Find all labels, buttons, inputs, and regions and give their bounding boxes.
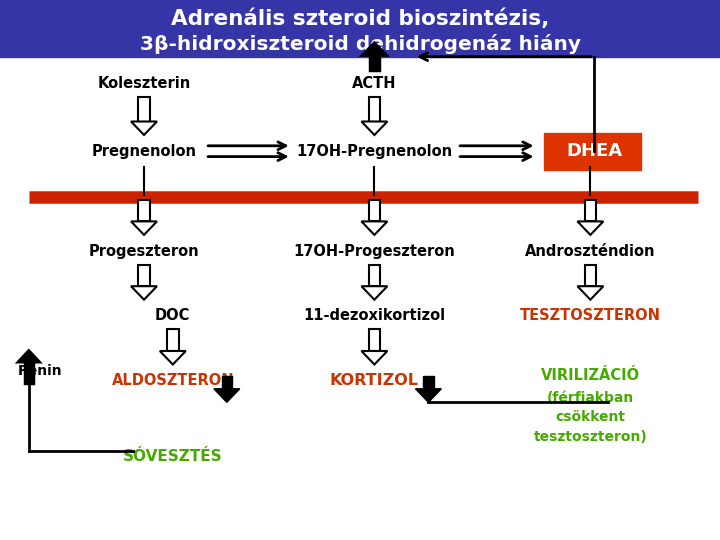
Polygon shape — [131, 286, 157, 300]
Polygon shape — [131, 221, 157, 235]
Polygon shape — [138, 97, 150, 122]
Polygon shape — [138, 265, 150, 286]
Polygon shape — [160, 351, 186, 364]
Polygon shape — [361, 351, 387, 364]
Text: Renin: Renin — [18, 364, 63, 378]
Text: 17OH-Pregnenolon: 17OH-Pregnenolon — [297, 144, 452, 159]
Text: tesztoszteron): tesztoszteron) — [534, 430, 647, 444]
Polygon shape — [423, 376, 433, 389]
Polygon shape — [361, 122, 387, 135]
Bar — [0, 0, 720, 57]
Text: DOC: DOC — [155, 308, 191, 323]
Text: csökkent: csökkent — [555, 410, 626, 424]
Polygon shape — [585, 200, 596, 221]
Polygon shape — [19, 351, 39, 362]
Text: (férfiakban: (férfiakban — [546, 391, 634, 405]
Polygon shape — [577, 286, 603, 300]
Text: Androszténdion: Androszténdion — [525, 244, 656, 259]
Text: DHEA: DHEA — [566, 142, 622, 160]
Polygon shape — [369, 329, 380, 351]
Polygon shape — [361, 221, 387, 235]
Polygon shape — [24, 362, 33, 383]
Polygon shape — [370, 55, 379, 70]
Bar — [544, 133, 641, 170]
Text: Pregnenolon: Pregnenolon — [91, 144, 197, 159]
Polygon shape — [222, 376, 232, 389]
Polygon shape — [369, 265, 380, 286]
Text: 3β-hidroxiszteroid dehidrogenáz hiány: 3β-hidroxiszteroid dehidrogenáz hiány — [140, 34, 580, 55]
Polygon shape — [577, 221, 603, 235]
Text: ALDOSZTERON: ALDOSZTERON — [112, 373, 234, 388]
Text: TESZTOSZTERON: TESZTOSZTERON — [520, 308, 661, 323]
Text: 17OH-Progeszteron: 17OH-Progeszteron — [294, 244, 455, 259]
Text: ACTH: ACTH — [352, 76, 397, 91]
Polygon shape — [415, 389, 441, 402]
Polygon shape — [138, 200, 150, 221]
Text: Progeszteron: Progeszteron — [89, 244, 199, 259]
Polygon shape — [363, 43, 386, 55]
Polygon shape — [369, 97, 380, 122]
Polygon shape — [214, 389, 240, 402]
Text: Koleszterin: Koleszterin — [97, 76, 191, 91]
Text: 11-dezoxikortizol: 11-dezoxikortizol — [303, 308, 446, 323]
Text: VIRILIZÁCIÓ: VIRILIZÁCIÓ — [541, 368, 640, 383]
Text: KORTIZOL: KORTIZOL — [330, 373, 419, 388]
Polygon shape — [361, 286, 387, 300]
Polygon shape — [585, 265, 596, 286]
Polygon shape — [131, 122, 157, 135]
Polygon shape — [369, 200, 380, 221]
Polygon shape — [167, 329, 179, 351]
Text: Adrenális szteroid bioszintézis,: Adrenális szteroid bioszintézis, — [171, 9, 549, 29]
Text: SÓVESZTÉS: SÓVESZTÉS — [123, 449, 222, 464]
